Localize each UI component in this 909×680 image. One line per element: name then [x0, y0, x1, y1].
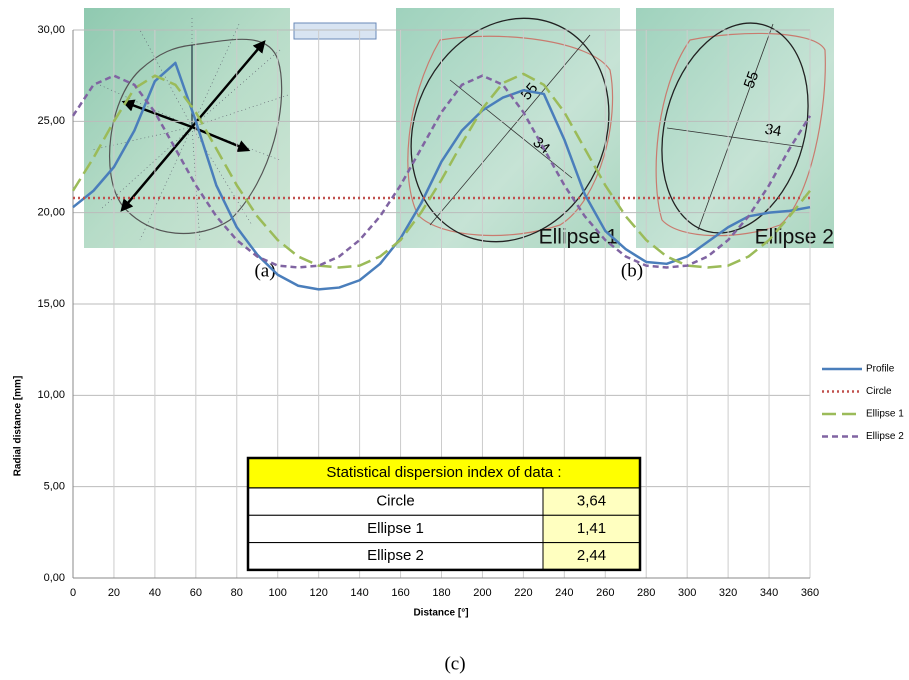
x-tick-label: 120	[309, 587, 327, 599]
x-tick-label: 140	[350, 587, 368, 599]
ellipse-label: Ellipse 1	[539, 226, 618, 249]
x-tick-label: 180	[432, 587, 450, 599]
x-tick-label: 240	[555, 587, 573, 599]
x-tick-label: 40	[149, 587, 161, 599]
y-tick-label: 15,00	[37, 298, 65, 310]
table-row-label: Ellipse 1	[367, 520, 424, 537]
image-b1	[396, 8, 620, 248]
x-tick-label: 220	[514, 587, 532, 599]
legend-label: Profile	[866, 364, 895, 375]
caption: (c)	[444, 653, 465, 674]
y-tick-label: 25,00	[37, 115, 65, 127]
caption: (b)	[621, 260, 643, 281]
x-tick-label: 300	[678, 587, 696, 599]
y-tick-label: 5,00	[44, 481, 65, 493]
table-value: 2,44	[577, 547, 606, 564]
y-tick-label: 20,00	[37, 207, 65, 219]
x-tick-label: 60	[190, 587, 202, 599]
x-tick-label: 280	[637, 587, 655, 599]
y-axis-label: Radial distance [mm]	[13, 376, 24, 477]
x-tick-label: 0	[70, 587, 76, 599]
x-tick-label: 260	[596, 587, 614, 599]
toolbar	[294, 23, 376, 39]
x-tick-label: 340	[760, 587, 778, 599]
figure: 55 34 Ellipse 1 55 34 Ellipse 2 (a) (b) …	[0, 0, 909, 680]
legend-label: Ellipse 2	[866, 431, 904, 442]
legend-label: Circle	[866, 386, 892, 397]
x-tick-label: 100	[269, 587, 287, 599]
y-tick-label: 10,00	[37, 389, 65, 401]
y-tick-label: 30,00	[37, 24, 65, 36]
page: 55 34 Ellipse 1 55 34 Ellipse 2 (a) (b) …	[0, 0, 909, 680]
x-tick-label: 160	[391, 587, 409, 599]
x-tick-label: 20	[108, 587, 120, 599]
panel-b1: 55 34 Ellipse 1	[375, 0, 644, 274]
image-a	[84, 8, 290, 248]
ellipse-label: Ellipse 2	[755, 226, 834, 249]
table-value: 1,41	[577, 520, 606, 537]
y-tick-label: 0,00	[44, 572, 65, 584]
x-axis-label: Distance [°]	[413, 608, 468, 619]
x-tick-label: 360	[801, 587, 819, 599]
table-value: 3,64	[577, 493, 606, 510]
x-tick-label: 200	[473, 587, 491, 599]
legend-label: Ellipse 1	[866, 409, 904, 420]
x-tick-label: 80	[231, 587, 243, 599]
table-row-label: Circle	[376, 493, 414, 510]
table-title: Statistical dispersion index of data :	[326, 464, 561, 481]
x-tick-label: 320	[719, 587, 737, 599]
minor-label: 34	[763, 121, 782, 141]
table-row-label: Ellipse 2	[367, 547, 424, 564]
